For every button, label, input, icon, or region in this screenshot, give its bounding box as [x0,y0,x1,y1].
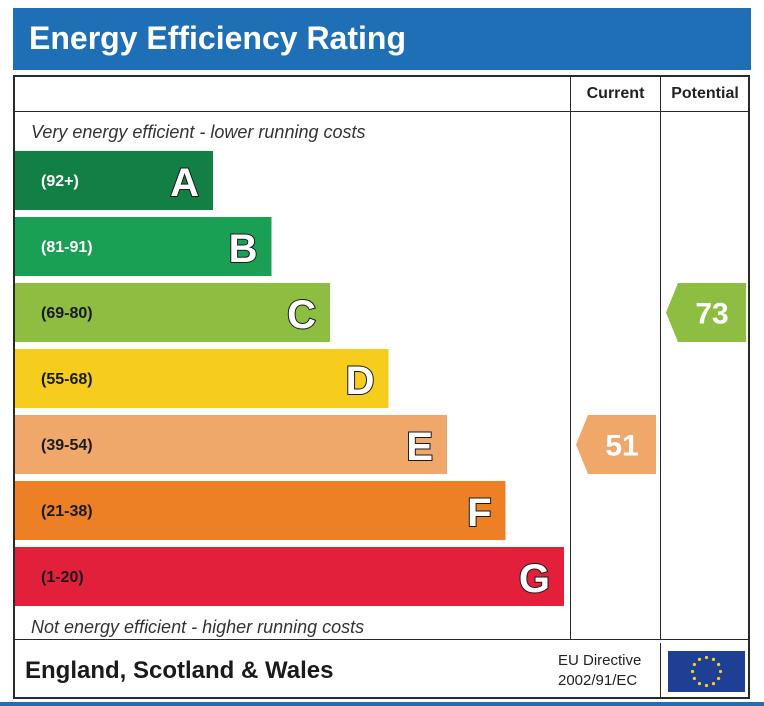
rating-arrows: 51 73 [576,283,746,474]
current-column-divider [570,77,571,639]
band-letter-d: D [346,359,375,403]
current-arrow-shape [576,415,656,474]
region-label: England, Scotland & Wales [25,657,334,684]
eu-flag-star [697,682,702,686]
rating-band-g: (1-20) G [15,547,564,606]
band-letter-a: A [170,161,199,205]
band-range-f: (21-38) [41,503,93,520]
bottom-caption: Not energy efficient - higher running co… [31,617,365,637]
eu-flag-star [692,662,696,667]
directive-line-2: 2002/91/EC [558,672,638,689]
potential-column-header: Potential [671,85,739,102]
band-range-e: (39-54) [41,437,93,454]
current-column-header: Current [586,85,645,102]
band-bar-f [15,481,506,540]
band-bar-g [15,547,564,606]
eu-flag-icon [668,651,745,692]
rating-band-e: (39-54) E [15,415,447,474]
potential-column-divider [660,77,661,639]
rating-band-d: (55-68) D [15,349,389,408]
band-letter-b: B [229,227,258,271]
eu-flag-star [717,676,721,681]
potential-rating-value: 73 [695,298,728,331]
band-letter-g: G [519,557,550,601]
band-bar-a [15,151,213,210]
band-range-d: (55-68) [41,371,93,388]
rating-chart: (92+) A (81-91) B (69-80) C (55-68) D (39-54) E (2… [15,151,746,692]
eu-flag-star [690,669,695,674]
header-divider [15,111,748,112]
band-letter-c: C [287,293,316,337]
rating-band-f: (21-38) F [15,481,506,540]
eu-flag-star [717,662,721,667]
current-rating-value: 51 [605,430,638,463]
eu-flag-star [704,655,709,660]
potential-arrow-shape [666,283,746,342]
page-title: Energy Efficiency Rating [29,20,406,56]
rating-band-b: (81-91) B [15,217,272,276]
band-bar-d [15,349,389,408]
band-bar-b [15,217,272,276]
flag-divider [660,643,661,699]
band-range-c: (69-80) [41,305,93,322]
bottom-strip [0,702,764,706]
band-bar-c [15,283,330,342]
eu-flag-star [704,683,709,688]
band-range-a: (92+) [41,173,79,190]
rating-frame: Current Potential Very energy efficient … [13,75,750,699]
eu-flag-star [718,669,723,674]
title-bar: Energy Efficiency Rating [13,8,751,70]
footer-divider [15,639,748,640]
rating-bands: (92+) A (81-91) B (69-80) C (55-68) D (39-54) E (2… [15,151,564,606]
band-range-b: (81-91) [41,239,93,256]
band-letter-e: E [406,425,433,469]
directive-line-1: EU Directive [558,652,642,669]
potential-rating-arrow: 73 [666,283,746,342]
eu-flag-star [697,657,702,661]
band-bar-e [15,415,447,474]
eu-flag-star [711,657,716,661]
current-rating-arrow: 51 [576,415,656,474]
band-letter-f: F [467,491,491,535]
eu-flag-star [711,682,716,686]
band-range-g: (1-20) [41,569,84,586]
rating-band-a: (92+) A [15,151,213,210]
eu-directive: EU Directive 2002/91/EC [558,651,641,691]
eu-flag-star [692,676,696,681]
rating-band-c: (69-80) C [15,283,330,342]
top-caption: Very energy efficient - lower running co… [31,122,366,142]
